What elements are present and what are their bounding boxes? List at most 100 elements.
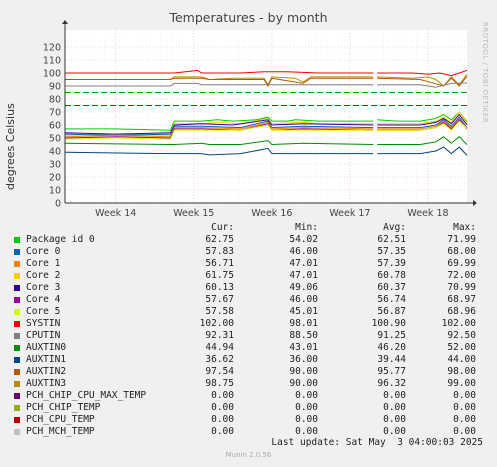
series-line (64, 117, 374, 136)
legend-min-value: 36.00 (289, 354, 318, 365)
y-tick-label: 70 (49, 108, 61, 119)
series-line (377, 113, 468, 126)
legend: Cur: Min: Avg: Max: Package id 0 62.75 54.… (0, 222, 497, 438)
legend-row: Core 2 61.75 47.01 60.78 72.00 (0, 270, 497, 282)
series-line (377, 116, 468, 129)
series-line (65, 82, 374, 87)
legend-cur-value: 62.75 (205, 234, 234, 245)
series-line (64, 119, 374, 135)
series-line (65, 77, 374, 88)
legend-header: Cur: Min: Avg: Max: (0, 222, 497, 234)
legend-series-name: CPUTIN (26, 330, 61, 341)
legend-cur-value: 44.94 (205, 342, 234, 353)
legend-row: Core 3 60.13 49.06 60.37 70.99 (0, 282, 497, 294)
legend-cur-value: 36.62 (205, 354, 234, 365)
legend-swatch (14, 405, 20, 411)
legend-min-value: 88.50 (289, 330, 318, 341)
y-tick-label: 100 (43, 69, 61, 80)
legend-series-name: PCH_CHIP_TEMP (26, 402, 101, 413)
y-tick-label: 110 (43, 56, 61, 67)
legend-cur-value: 102.00 (199, 318, 234, 329)
temperature-chart: 0 10 20 30 40 50 60 70 80 90 100 110 120 Week 14 Week … (43, 20, 477, 219)
legend-max-value: 0.00 (453, 402, 476, 413)
series-line (377, 117, 468, 130)
series-line (65, 116, 374, 131)
legend-min-value: 47.01 (289, 270, 318, 281)
legend-swatch (14, 393, 20, 399)
legend-series-name: Core 4 (26, 294, 61, 305)
legend-max-value: 92.50 (447, 330, 476, 341)
legend-min-value: 45.01 (289, 306, 318, 317)
legend-row: PCH_CHIP_TEMP 0.00 0.00 0.00 0.00 (0, 402, 497, 414)
legend-cur-value: 0.00 (211, 426, 234, 437)
series-line (64, 120, 374, 136)
y-tick-label: 50 (49, 134, 61, 145)
legend-max-value: 98.00 (447, 366, 476, 377)
legend-row: Core 1 56.71 47.01 57.39 69.99 (0, 258, 497, 270)
legend-avg-value: 57.39 (377, 258, 406, 269)
legend-min-value: 0.00 (295, 426, 318, 437)
legend-avg-value: 0.00 (383, 414, 406, 425)
x-tick-label: Week 14 (95, 208, 136, 219)
legend-avg-value: 60.37 (377, 282, 406, 293)
legend-row: CPUTIN 92.31 88.50 91.25 92.50 (0, 330, 497, 342)
legend-series-name: PCH_CHIP_CPU_MAX_TEMP (26, 390, 147, 401)
series-line (377, 69, 468, 77)
series-line (64, 147, 374, 156)
legend-max-value: 68.00 (447, 246, 476, 257)
series-line (64, 123, 374, 139)
legend-swatch (14, 309, 20, 315)
legend-max-value: 102.00 (441, 318, 476, 329)
series-line (377, 136, 468, 145)
legend-row: AUXTIN1 36.62 36.00 39.44 44.00 (0, 354, 497, 366)
legend-series-name: Core 0 (26, 246, 61, 257)
legend-row: Package id 0 62.75 54.02 62.51 71.99 (0, 234, 497, 246)
legend-series-name: SYSTIN (26, 318, 61, 329)
legend-swatch (14, 357, 20, 363)
legend-header-avg: Avg: (383, 222, 406, 233)
legend-min-value: 0.00 (295, 414, 318, 425)
legend-swatch (14, 381, 20, 387)
legend-min-value: 47.01 (289, 258, 318, 269)
legend-swatch (14, 249, 20, 255)
y-tick-label: 90 (49, 82, 61, 93)
legend-min-value: 46.00 (289, 294, 318, 305)
legend-avg-value: 96.32 (377, 378, 406, 389)
legend-row: PCH_MCH_TEMP 0.00 0.00 0.00 0.00 (0, 426, 497, 438)
legend-max-value: 0.00 (453, 390, 476, 401)
legend-cur-value: 60.13 (205, 282, 234, 293)
legend-min-value: 0.00 (295, 402, 318, 413)
legend-series-name: Core 5 (26, 306, 61, 317)
chart-title: Temperatures - by month (169, 10, 328, 25)
legend-max-value: 0.00 (453, 426, 476, 437)
legend-cur-value: 0.00 (211, 414, 234, 425)
series-line (64, 140, 374, 146)
legend-avg-value: 0.00 (383, 390, 406, 401)
last-update: Last update: Sat May 3 04:00:03 2025 (271, 437, 483, 448)
legend-min-value: 46.00 (289, 246, 318, 257)
y-tick-label: 30 (49, 160, 61, 171)
legend-avg-value: 0.00 (383, 402, 406, 413)
legend-swatch (14, 297, 20, 303)
legend-min-value: 90.00 (289, 378, 318, 389)
x-tick-label: Week 16 (251, 208, 292, 219)
legend-min-value: 43.01 (289, 342, 318, 353)
y-tick-label: 0 (55, 199, 61, 210)
legend-max-value: 69.99 (447, 258, 476, 269)
y-tick-label: 20 (49, 173, 61, 184)
legend-swatch (14, 261, 20, 267)
legend-swatch (14, 333, 20, 339)
legend-row: PCH_CHIP_CPU_MAX_TEMP 0.00 0.00 0.00 0.00 (0, 390, 497, 402)
legend-max-value: 68.96 (447, 306, 476, 317)
y-axis-arrow (62, 20, 68, 24)
legend-cur-value: 57.83 (205, 246, 234, 257)
legend-cur-value: 0.00 (211, 402, 234, 413)
legend-swatch (14, 429, 20, 435)
x-axis-arrow (473, 200, 477, 206)
legend-max-value: 68.97 (447, 294, 476, 305)
y-tick-label: 120 (43, 43, 61, 54)
legend-rows: Package id 0 62.75 54.02 62.51 71.99 Core 0 57… (0, 234, 497, 438)
legend-series-name: PCH_MCH_TEMP (26, 426, 95, 437)
legend-avg-value: 95.77 (377, 366, 406, 377)
legend-max-value: 71.99 (447, 234, 476, 245)
